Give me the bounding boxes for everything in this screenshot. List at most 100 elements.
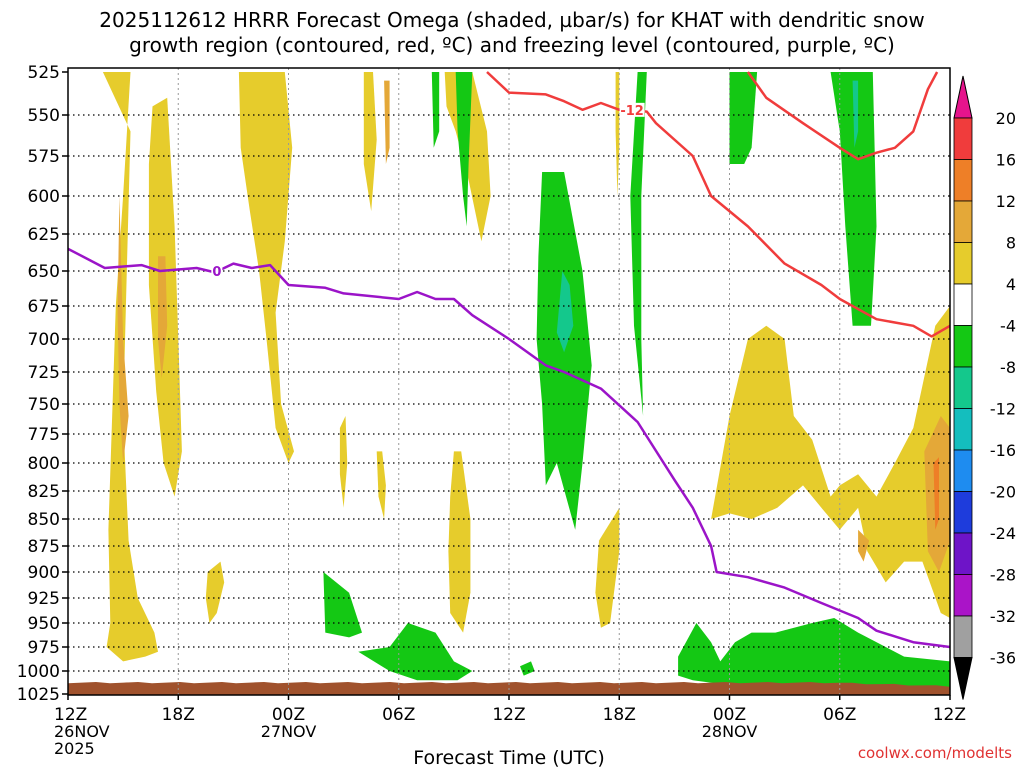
- omega-region-pos4-11: [711, 306, 950, 618]
- omega-region-neg8-28: [556, 271, 574, 353]
- chart-title-line2: growth region (contoured, red, ºC) and f…: [129, 33, 895, 57]
- colorbar-swatch: [953, 615, 973, 658]
- colorbar-swatch: [953, 408, 973, 451]
- x-axis-title: Forecast Time (UTC): [413, 747, 604, 768]
- y-tick-label: 900: [28, 563, 60, 583]
- colorbar-swatch: [953, 117, 973, 160]
- x-date-label: 28NOV: [702, 722, 758, 741]
- colorbar-label: 16: [996, 151, 1016, 170]
- x-tick-label: 18Z: [162, 705, 195, 725]
- y-tick-label: 925: [28, 589, 60, 609]
- omega-region-pos4-2: [238, 72, 294, 463]
- y-tick-label: 975: [28, 638, 60, 658]
- colorbar-label: -32: [990, 607, 1016, 626]
- watermark: coolwx.com/modelts: [858, 744, 1012, 762]
- colorbar-label: 20: [996, 109, 1016, 128]
- y-tick-label: 675: [28, 297, 60, 317]
- colorbar-label: -20: [990, 483, 1016, 502]
- colorbar-swatch: [953, 491, 973, 534]
- omega-region-neg4-23: [830, 72, 877, 326]
- x-date-label: 26NOV: [54, 722, 110, 741]
- contour-label-dgz-top: -12: [620, 104, 644, 119]
- y-tick-label: 750: [28, 395, 60, 415]
- colorbar-label: -8: [1000, 358, 1016, 377]
- colorbar-label: -24: [990, 524, 1016, 543]
- colorbar-label: 4: [1006, 275, 1016, 294]
- colorbar-swatch: [953, 200, 973, 243]
- omega-region-pos4-0: [102, 72, 158, 662]
- chart-title-line1: 2025112612 HRRR Forecast Omega (shaded, …: [99, 8, 924, 32]
- contour-dgz-top: [486, 71, 950, 338]
- x-tick-label: 12Z: [933, 705, 966, 725]
- omega-region-neg4-27: [678, 618, 950, 690]
- x-tick-label: 06Z: [823, 705, 856, 725]
- y-tick-label: 700: [28, 330, 60, 350]
- omega-region-pos4-7: [339, 416, 348, 508]
- omega-region-pos4-8: [376, 451, 386, 519]
- y-tick-label: 725: [28, 363, 60, 383]
- colorbar-swatch: [953, 532, 973, 575]
- y-tick-label: 575: [28, 147, 60, 167]
- omega-region-pos8-12: [117, 196, 129, 463]
- colorbar-label: -36: [990, 649, 1016, 668]
- colorbar-label: -16: [990, 441, 1016, 460]
- x-tick-label: 18Z: [603, 705, 636, 725]
- y-tick-label: 525: [28, 63, 60, 83]
- x-tick-label: 12Z: [492, 705, 525, 725]
- y-tick-label: 600: [28, 187, 60, 207]
- omega-region-pos4-6: [205, 561, 225, 623]
- contour-dgz-bottom: [746, 71, 939, 161]
- colorbar-swatch: [953, 325, 973, 368]
- contour-label-bg: [619, 102, 645, 117]
- x-tick-label: 00Z: [713, 705, 746, 725]
- x-tick-label: 12Z: [54, 705, 87, 725]
- omega-region-neg4-22: [729, 72, 758, 164]
- colorbar-label: 12: [996, 192, 1016, 211]
- x-date-label: 27NOV: [261, 722, 317, 741]
- colorbar-label: -28: [990, 566, 1016, 585]
- y-tick-label: 800: [28, 454, 60, 474]
- colorbar-label: 8: [1006, 234, 1016, 253]
- omega-region-pos4-9: [448, 451, 471, 633]
- y-tick-label: 625: [28, 225, 60, 245]
- omega-region-neg4-26: [520, 661, 535, 676]
- y-tick-label: 775: [28, 425, 60, 445]
- x-year-label: 2025: [54, 739, 95, 758]
- plot-grid: [68, 68, 950, 695]
- colorbar-swatch: [953, 574, 973, 617]
- colorbar-label: -4: [1000, 317, 1016, 336]
- colorbar-top-arrow: [953, 75, 973, 119]
- colorbar: 20 16 12 8 4 -4 -8 -12 -16 -20 -24 -28 -32 -36: [953, 75, 1016, 700]
- y-tick-label: 850: [28, 510, 60, 530]
- y-tick-label: 950: [28, 614, 60, 634]
- omega-region-pos4-3: [363, 72, 377, 212]
- y-axis-pressure: 525 550 575 600 625 650 675 700 725 750 775 800 825 8…: [17, 63, 68, 705]
- omega-region-neg4-21: [630, 72, 647, 416]
- colorbar-swatch: [953, 242, 973, 285]
- x-tick-label: 00Z: [272, 705, 305, 725]
- colorbar-bottom-arrow: [953, 657, 973, 700]
- x-tick-label: 06Z: [382, 705, 415, 725]
- temperature-contours: 0 -12: [68, 71, 950, 649]
- y-tick-label: 1025: [17, 685, 60, 705]
- y-tick-label: 875: [28, 537, 60, 557]
- colorbar-swatch: [953, 159, 973, 202]
- omega-region-pos8-14: [384, 80, 390, 164]
- omega-region-neg4-24: [323, 572, 362, 638]
- omega-region-neg4-18: [431, 72, 440, 148]
- contour-label-bg: [211, 264, 223, 278]
- omega-region-neg4-25: [358, 623, 473, 681]
- omega-region-pos4-5: [615, 72, 620, 196]
- y-tick-label: 1000: [17, 662, 60, 682]
- colorbar-swatch: [953, 366, 973, 409]
- y-tick-label: 550: [28, 106, 60, 126]
- omega-region-pos12-17: [933, 457, 939, 530]
- colorbar-swatch: [953, 449, 973, 492]
- omega-shading: [102, 72, 950, 690]
- omega-region-pos8-13: [158, 256, 168, 379]
- colorbar-swatch: [953, 283, 973, 326]
- omega-region-neg4-19: [455, 72, 473, 227]
- y-tick-label: 650: [28, 262, 60, 282]
